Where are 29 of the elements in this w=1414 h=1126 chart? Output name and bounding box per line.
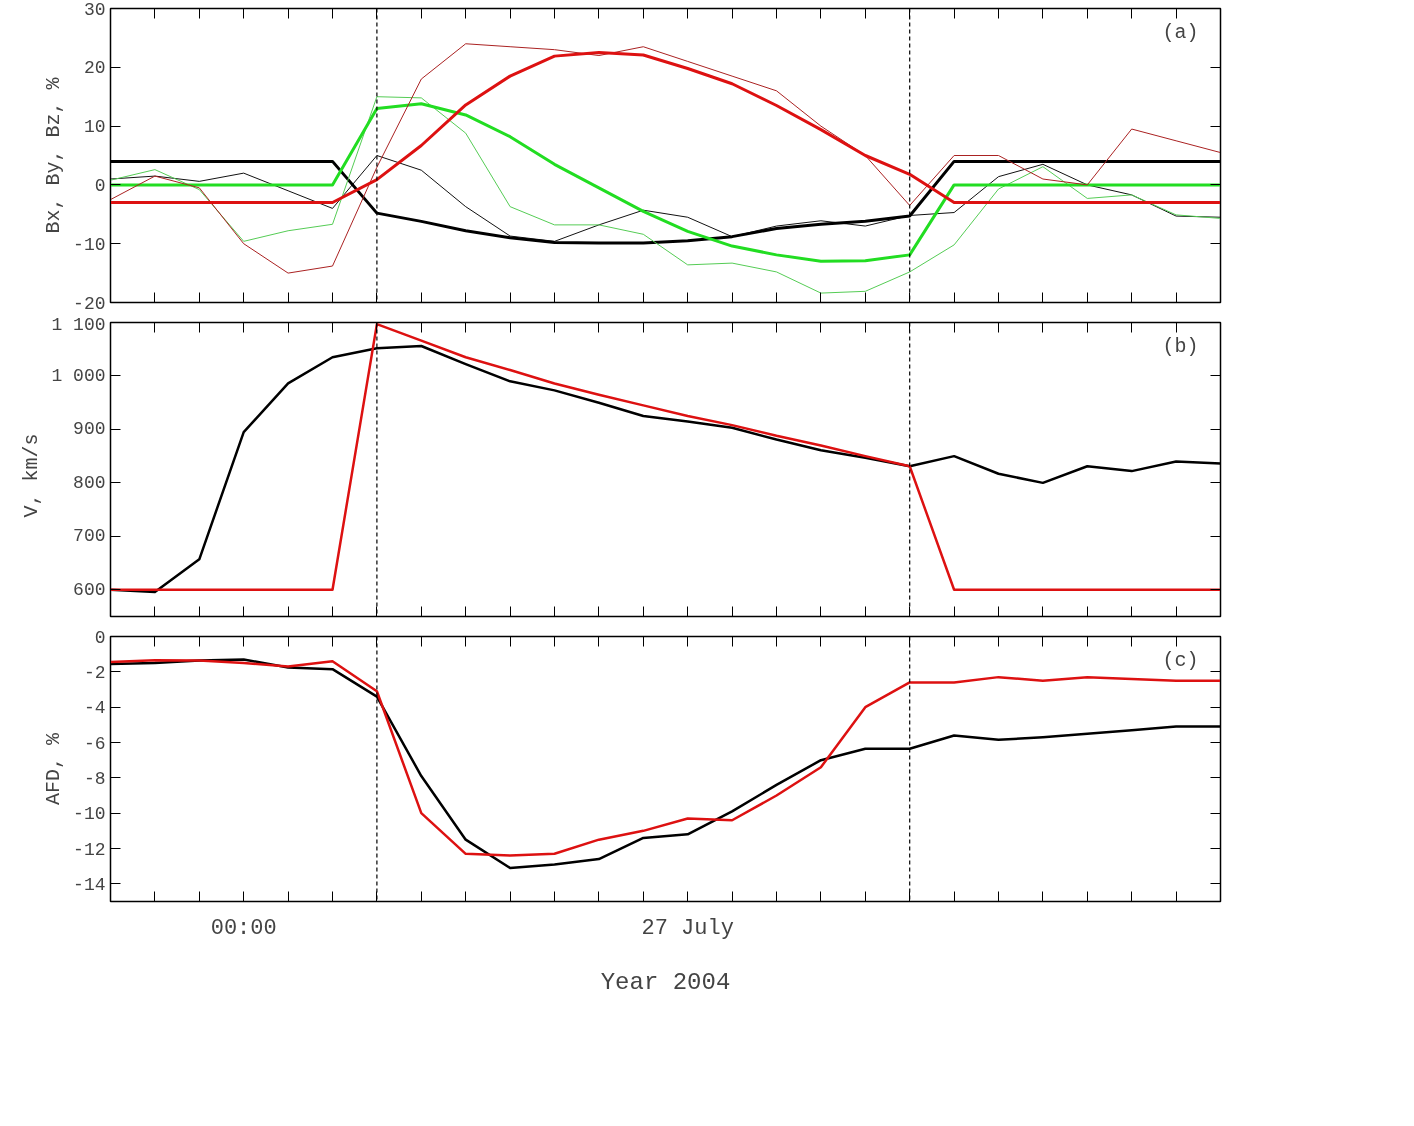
y-tick-label: 1 100 — [51, 314, 106, 335]
y-tick-label: -12 — [73, 839, 106, 860]
x-tick-label: 00:00 — [210, 915, 277, 941]
annotation: (b) — [1162, 334, 1199, 358]
y-tick-label: 900 — [73, 419, 106, 440]
y-tick-label: 1 000 — [51, 365, 106, 386]
annotation: (c) — [1162, 648, 1199, 672]
y-tick-label: -4 — [83, 698, 106, 719]
y-tick-label: -8 — [83, 768, 106, 789]
y-tick-label: -10 — [73, 804, 106, 825]
y-tick-label: 20 — [83, 58, 106, 79]
annotation: (a) — [1162, 20, 1199, 44]
y-tick-label: -10 — [73, 234, 106, 255]
y-axis-title: AFD, % — [42, 732, 66, 806]
y-tick-label: 30 — [83, 0, 106, 20]
y-tick-label: 800 — [73, 472, 106, 493]
y-tick-label: -20 — [73, 293, 106, 314]
y-tick-label: -14 — [73, 874, 106, 895]
y-axis-title: Bx, By, Bz, % — [42, 76, 66, 234]
y-tick-label: 0 — [94, 175, 106, 196]
y-tick-label: 700 — [73, 526, 106, 547]
y-tick-label: 600 — [73, 579, 106, 600]
x-tick-label: 27 July — [641, 915, 734, 941]
y-tick-label: -2 — [83, 662, 106, 683]
y-tick-label: 0 — [94, 627, 106, 648]
x-axis-title: Year 2004 — [600, 968, 731, 996]
y-tick-label: -6 — [83, 733, 106, 754]
y-axis-title: V, km/s — [20, 433, 44, 518]
y-tick-label: 10 — [83, 117, 106, 138]
